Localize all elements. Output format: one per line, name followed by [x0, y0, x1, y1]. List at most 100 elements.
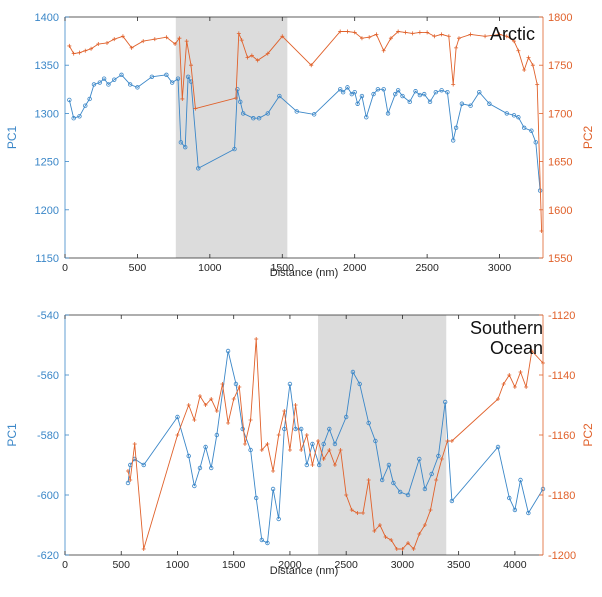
region-annotation: Arctic	[490, 24, 535, 44]
x-axis-label: Distance (nm)	[270, 267, 338, 279]
data-point	[164, 72, 169, 78]
y-right-tick-label: 1750	[548, 60, 572, 72]
data-point	[359, 36, 364, 41]
x-tick-label: 500	[112, 559, 130, 571]
x-tick-label: 3000	[391, 559, 415, 571]
data-point	[186, 453, 191, 459]
y-right-tick-label: -1120	[548, 310, 575, 322]
data-point	[249, 53, 254, 58]
data-point	[417, 92, 423, 98]
data-point	[173, 41, 178, 46]
data-point	[381, 48, 386, 53]
data-point	[248, 418, 253, 422]
chart-panel-2: 0 500 1000 1500 2000 2500 3000 3500 4000 -620 -600…	[5, 310, 595, 577]
data-point	[345, 29, 350, 34]
series-line-pc1	[68, 74, 541, 191]
data-point	[445, 89, 450, 95]
data-point	[203, 403, 208, 407]
data-point	[434, 478, 439, 482]
data-point	[101, 76, 107, 81]
data-point	[105, 41, 110, 46]
data-point	[366, 420, 371, 426]
data-point	[293, 403, 298, 407]
data-point	[175, 76, 181, 81]
data-point	[209, 397, 214, 401]
y-right-axis-label: PC2	[581, 423, 595, 447]
data-point	[468, 32, 473, 37]
y-right-tick-label: -1180	[548, 490, 575, 502]
data-point	[410, 31, 415, 36]
data-point	[265, 540, 270, 546]
x-axis-label: Distance (nm)	[270, 565, 338, 577]
data-point	[321, 441, 326, 447]
data-point	[321, 457, 326, 461]
data-point	[518, 370, 523, 374]
data-point	[343, 414, 349, 420]
data-point	[209, 465, 214, 471]
data-point	[125, 469, 130, 473]
data-point	[364, 115, 369, 120]
data-point	[96, 41, 101, 46]
y-right-axis-label: PC2	[581, 126, 595, 150]
data-point	[309, 63, 314, 68]
data-point	[248, 447, 253, 453]
data-point	[355, 101, 360, 106]
data-point	[535, 82, 540, 87]
data-point	[454, 45, 459, 50]
data-point	[152, 37, 157, 42]
data-point	[371, 91, 376, 97]
data-point	[446, 34, 451, 39]
data-point	[180, 96, 185, 101]
data-point	[512, 507, 518, 513]
y-right-tick-label: -1160	[548, 430, 575, 442]
data-point	[77, 50, 82, 55]
shaded-region	[175, 17, 288, 258]
data-point	[379, 477, 385, 483]
data-point	[518, 477, 523, 483]
data-point	[282, 426, 287, 432]
series-pc2	[67, 29, 544, 234]
y-right-tick-label: 1700	[548, 108, 572, 120]
x-tick-label: 1500	[222, 559, 246, 571]
data-point	[304, 462, 310, 468]
data-point	[265, 111, 270, 116]
data-point	[344, 493, 349, 497]
data-point	[135, 85, 140, 90]
data-point	[366, 478, 371, 482]
data-point	[468, 103, 473, 108]
data-point	[185, 74, 191, 79]
data-point	[245, 55, 250, 60]
data-point	[533, 140, 538, 145]
data-point	[439, 32, 444, 37]
data-point	[381, 87, 386, 92]
data-point	[477, 89, 482, 95]
series-line-pc1	[127, 350, 544, 544]
data-point	[214, 409, 219, 413]
data-point	[298, 426, 304, 432]
y-left-tick-label: 1150	[35, 253, 59, 265]
data-point	[352, 89, 357, 95]
y-left-tick-label: -600	[37, 490, 59, 502]
data-point	[403, 30, 408, 35]
data-point	[287, 381, 293, 387]
data-point	[239, 38, 244, 43]
data-point	[327, 448, 332, 452]
data-point	[71, 51, 76, 56]
data-point	[391, 480, 396, 486]
data-point	[459, 101, 465, 106]
data-point	[316, 439, 321, 443]
data-point	[386, 462, 392, 468]
data-point	[316, 462, 322, 468]
data-point	[340, 89, 346, 95]
data-point	[97, 80, 102, 85]
data-point	[197, 394, 202, 398]
x-tick-label: 4000	[503, 559, 527, 571]
data-point	[183, 144, 188, 150]
data-point	[375, 87, 381, 92]
data-point	[428, 508, 433, 512]
data-point	[240, 426, 245, 432]
data-point	[175, 414, 180, 420]
data-point	[355, 511, 360, 515]
data-point	[236, 31, 241, 36]
